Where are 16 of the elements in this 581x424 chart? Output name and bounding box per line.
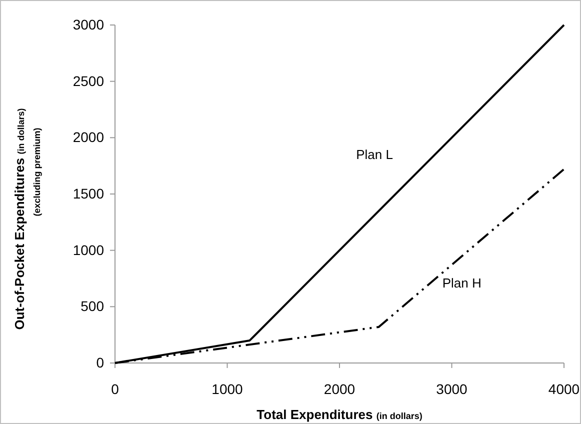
y-axis-title: Out-of-Pocket Expenditures (in dollars) (excluding premium) — [12, 108, 42, 330]
series-label: Plan L — [356, 146, 394, 162]
y-tick-label: 1500 — [72, 185, 104, 202]
series-label: Plan H — [442, 276, 482, 291]
x-tick-label: 1000 — [212, 380, 244, 397]
x-axis-title: Total Expenditures (in dollars) — [256, 407, 422, 422]
y-tick-label: 3000 — [72, 16, 104, 32]
x-tick-label: 4000 — [548, 380, 580, 397]
y-tick-label: 2000 — [72, 129, 104, 146]
y-tick-label: 1000 — [72, 242, 104, 258]
x-tick-label: 3000 — [436, 380, 468, 397]
x-tick-label: 0 — [111, 380, 120, 397]
y-tick-label: 0 — [96, 354, 104, 370]
y-tick-label: 2500 — [72, 72, 104, 89]
y-tick-label: 500 — [80, 298, 104, 314]
x-tick-label: 2000 — [324, 380, 356, 397]
